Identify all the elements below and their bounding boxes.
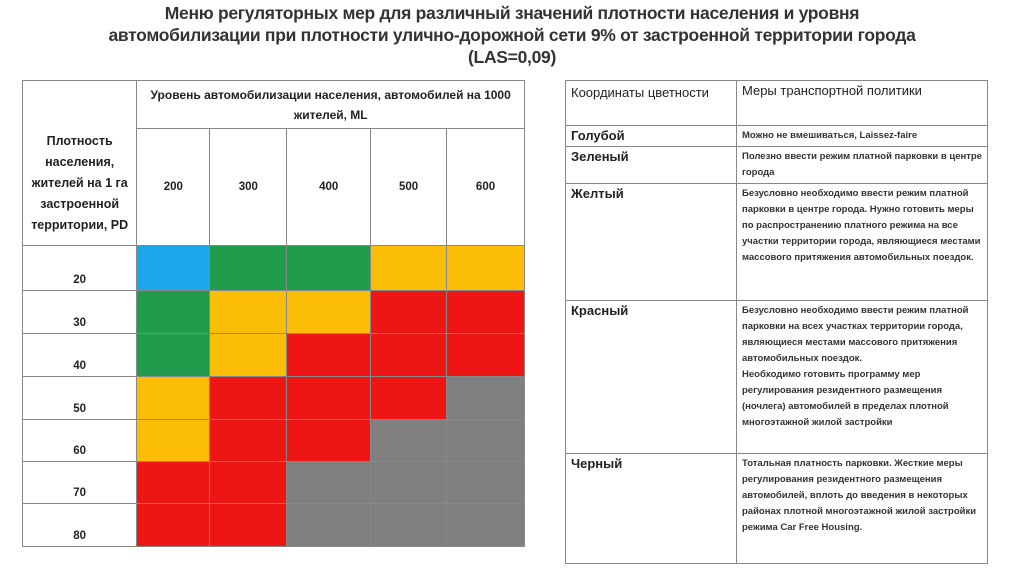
legend-description-text: Тотальная платность парковки. Жесткие ме… — [742, 458, 977, 533]
matrix-cell-red — [446, 290, 525, 334]
matrix-cell-red — [286, 419, 372, 462]
matrix-row: 30 — [21, 290, 525, 334]
density-label: 30 — [21, 290, 138, 334]
matrix-cell-red — [209, 461, 288, 504]
matrix-cell-yellow — [446, 245, 525, 291]
density-label: 40 — [21, 333, 138, 377]
matrix-row: 60 — [21, 419, 525, 462]
matrix-cell-yellow — [136, 419, 211, 462]
matrix-cell-red — [136, 503, 211, 547]
matrix-row: 40 — [21, 333, 525, 377]
legend-row: Желтый Безусловно необходимо ввести режим… — [565, 183, 988, 301]
density-label: 80 — [21, 503, 138, 547]
matrix-cell-gray — [446, 419, 525, 462]
legend-description-text: Полезно ввести режим платной парковки в … — [742, 151, 982, 178]
density-label: 70 — [21, 461, 138, 504]
matrix-cell-green — [286, 245, 372, 291]
matrix-cell-green — [136, 333, 211, 377]
matrix-cell-red — [209, 503, 288, 547]
legend-header-color: Координаты цветности — [565, 80, 737, 126]
matrix-cell-gray — [446, 376, 525, 420]
column-label: 400 — [286, 128, 372, 246]
legend-color-name: Голубой — [565, 125, 737, 147]
slide-title: Меню регуляторных мер для различный знач… — [0, 2, 1024, 68]
legend-color-name: Зеленый — [565, 146, 737, 184]
density-label: 60 — [21, 419, 138, 462]
legend-description: Безусловно необходимо ввести режим платн… — [736, 300, 988, 454]
column-header: Уровень автомобилизации населения, автом… — [136, 80, 525, 129]
column-label: 300 — [209, 128, 288, 246]
column-label: 500 — [370, 128, 448, 246]
matrix-cell-red — [209, 419, 288, 462]
legend-description-text: Безусловно необходимо ввести режим платн… — [742, 305, 969, 364]
matrix-cell-gray — [370, 461, 448, 504]
column-label: 600 — [446, 128, 525, 246]
matrix-cell-red — [370, 333, 448, 377]
legend-row: Красный Безусловно необходимо ввести режи… — [565, 300, 988, 454]
legend-description: Тотальная платность парковки. Жесткие ме… — [736, 453, 988, 564]
matrix-cell-yellow — [286, 290, 372, 334]
matrix-cell-green — [209, 245, 288, 291]
legend-color-name: Красный — [565, 300, 737, 454]
legend-description-text: Безусловно необходимо ввести режим платн… — [742, 188, 981, 263]
matrix-row: 50 — [21, 376, 525, 420]
matrix-cell-yellow — [370, 245, 448, 291]
matrix-cell-gray — [370, 419, 448, 462]
legend-table: Координаты цветности Меры транспортной п… — [565, 80, 988, 564]
matrix-cell-red — [136, 461, 211, 504]
legend-color-name: Желтый — [565, 183, 737, 301]
matrix-cell-red — [446, 333, 525, 377]
matrix-cell-gray — [370, 503, 448, 547]
matrix-cell-yellow — [209, 290, 288, 334]
matrix-row: 20 — [21, 245, 525, 291]
legend-row: Зеленый Полезно ввести режим платной парк… — [565, 146, 988, 184]
regulatory-matrix: Плотность населения, жителей на 1 га зас… — [21, 80, 525, 547]
legend-description: Можно не вмешиваться, Laissez-faire — [736, 125, 988, 147]
title-line: (LAS=0,09) — [468, 47, 556, 67]
matrix-row: 80 — [21, 503, 525, 547]
matrix-cell-red — [286, 376, 372, 420]
matrix-cell-red — [209, 376, 288, 420]
legend-description-text: Можно не вмешиваться, Laissez-faire — [742, 130, 918, 141]
density-label: 20 — [21, 245, 138, 291]
matrix-cell-gray — [446, 461, 525, 504]
legend-color-name: Черный — [565, 453, 737, 564]
legend-description: Полезно ввести режим платной парковки в … — [736, 146, 988, 184]
matrix-cell-red — [286, 333, 372, 377]
matrix-cell-gray — [286, 461, 372, 504]
title-line: Меню регуляторных мер для различный знач… — [164, 3, 860, 23]
column-label: 200 — [136, 128, 211, 246]
matrix-cell-red — [370, 376, 448, 420]
matrix-cell-green — [136, 290, 211, 334]
matrix-cell-yellow — [136, 376, 211, 420]
legend-row: Голубой Можно не вмешиваться, Laissez-fai… — [565, 125, 988, 147]
matrix-cell-gray — [286, 503, 372, 547]
matrix-cell-blue — [136, 245, 211, 291]
legend-row: Черный Тотальная платность парковки. Жест… — [565, 453, 988, 564]
matrix-cell-red — [370, 290, 448, 334]
matrix-cell-gray — [446, 503, 525, 547]
row-header: Плотность населения, жителей на 1 га зас… — [21, 80, 138, 246]
matrix-cell-yellow — [209, 333, 288, 377]
density-label: 50 — [21, 376, 138, 420]
title-line: автомобилизации при плотности улично-дор… — [108, 25, 916, 45]
legend-description: Безусловно необходимо ввести режим платн… — [736, 183, 988, 301]
matrix-row: 70 — [21, 461, 525, 504]
legend-header-measures: Меры транспортной политики — [736, 80, 988, 126]
legend-description-text: Необходимо готовить программу мер регули… — [742, 369, 949, 428]
